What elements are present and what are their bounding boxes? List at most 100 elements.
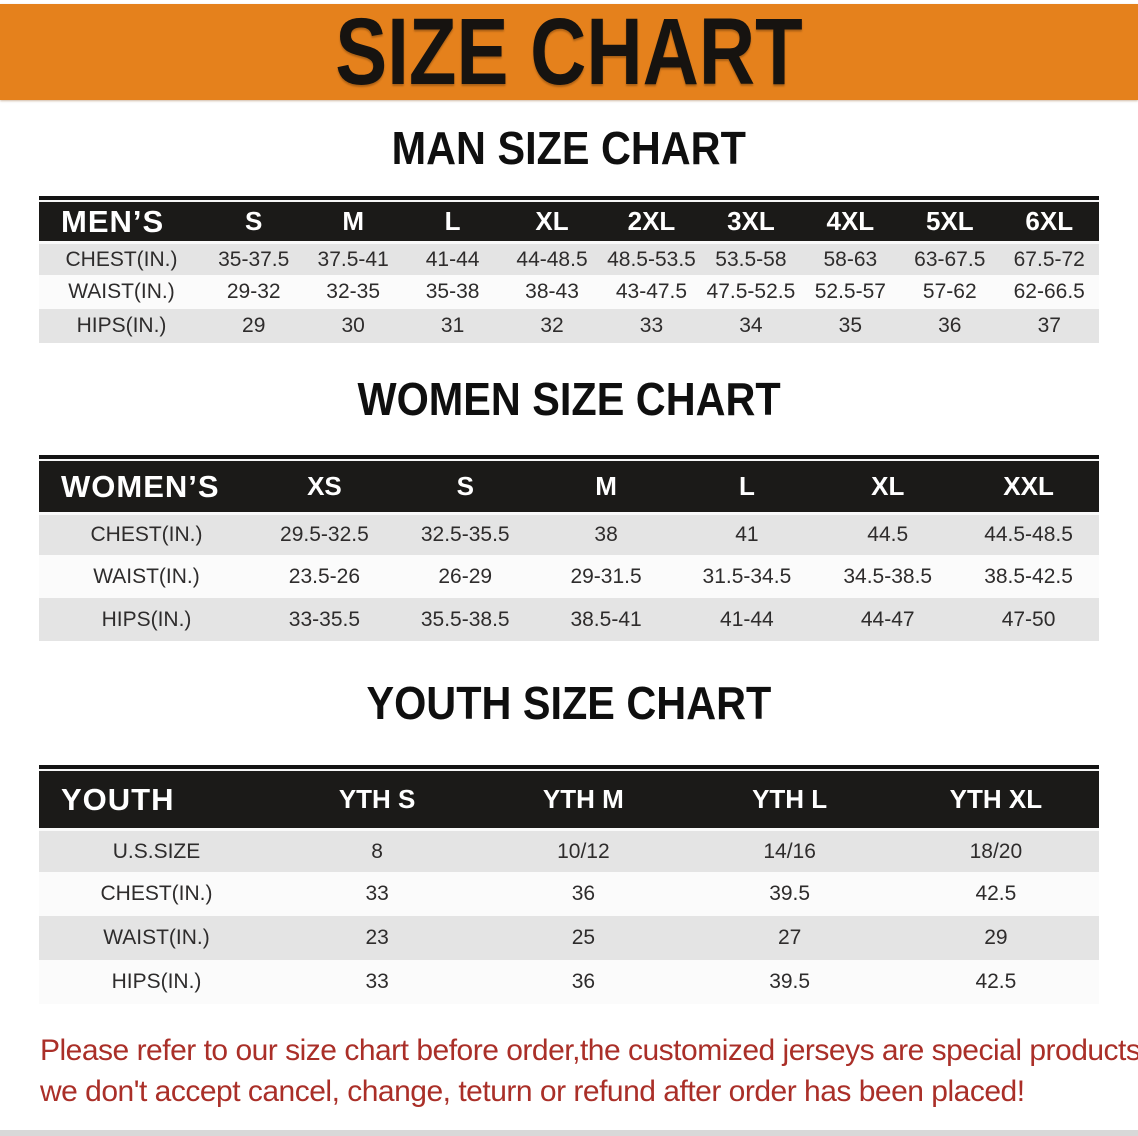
size-value-cell: 57-62 (922, 280, 977, 303)
measure-row-label: U.S.SIZE (39, 828, 274, 872)
size-value-cell: 35-38 (425, 280, 480, 303)
measure-row-label: HIPS(IN.) (76, 314, 167, 337)
women-section-title-text: WOMEN SIZE CHART (357, 373, 781, 425)
size-column-header: XS (254, 459, 395, 512)
size-value-cell: 31 (440, 314, 465, 337)
size-column-header: M (303, 200, 403, 241)
size-column-header: S (204, 200, 304, 241)
measure-row-label: WAIST(IN.) (93, 564, 200, 588)
youth-section: YOUTH SIZE CHART YOUTH YTH S YTH M YTH L YTH… (0, 641, 1138, 1004)
table-corner-label: WOMEN’S (39, 459, 254, 512)
size-value-cell: 43-47.5 (615, 280, 688, 303)
banner: SIZE CHART (0, 4, 1138, 100)
size-column-header: L (402, 200, 503, 241)
size-value-cell: 41 (676, 512, 818, 555)
table-row: WAIST(IN.) 23 25 27 29 (39, 916, 1099, 960)
table-row: HIPS(IN.) 33 36 39.5 42.5 (39, 960, 1099, 1004)
size-chart-page: { "banner": { "title": "SIZE CHART" }, "… (0, 4, 1138, 1136)
youth-table-header: YOUTH YTH S YTH M YTH L YTH XL (39, 769, 1099, 828)
table-row: WAIST(IN.) 23.5-26 26-29 29-31.5 31.5-34.5 34… (39, 555, 1099, 598)
size-value-cell: 48.5-53.5 (601, 241, 702, 275)
size-value-cell: 29.5-32.5 (254, 512, 395, 555)
table-row: WAIST(IN.) 29-32 32-35 35-38 38-43 43-47.5 47.… (39, 275, 1099, 309)
table-row: CHEST(IN.) 35-37.5 37.5-41 41-44 44-48.5 48.5… (39, 241, 1099, 275)
women-table-body: CHEST(IN.) 29.5-32.5 32.5-35.5 38 41 44.5 44.5… (39, 512, 1099, 641)
table-corner-label: YOUTH (39, 769, 274, 828)
size-value-cell: 10/12 (480, 828, 687, 872)
header-row: WOMEN’S XS S M L XL XXL (39, 459, 1099, 512)
page-title: SIZE CHART (335, 0, 803, 105)
page: SIZE CHART MAN SIZE CHART MEN’S S M L XL 2XL 3… (0, 4, 1138, 1136)
size-value-cell: 52.5-57 (814, 280, 886, 303)
size-value-cell: 42.5 (975, 970, 1017, 993)
size-value-cell: 38-43 (525, 280, 579, 303)
size-value-cell: 33-35.5 (288, 607, 361, 631)
size-value-cell: 37 (1037, 314, 1061, 337)
youth-section-title-text: YOUTH SIZE CHART (366, 677, 772, 729)
table-row: CHEST(IN.) 29.5-32.5 32.5-35.5 38 41 44.5 44.5… (39, 512, 1099, 555)
size-column-header: YTH M (480, 769, 687, 828)
measure-row-label: HIPS(IN.) (101, 607, 192, 631)
size-value-cell: 18/20 (892, 828, 1099, 872)
table-row: HIPS(IN.) 29 30 31 32 33 34 35 36 37 (39, 309, 1099, 343)
youth-section-title: YOUTH SIZE CHART (0, 641, 1138, 765)
size-value-cell: 44.5-48.5 (958, 512, 1099, 555)
size-column-header: 2XL (601, 200, 702, 241)
size-value-cell: 36 (571, 970, 596, 993)
size-column-header: 5XL (900, 200, 1000, 241)
disclaimer-line-1: Please refer to our size chart before or… (40, 1034, 1138, 1067)
size-value-cell: 36 (571, 882, 596, 905)
size-value-cell: 23 (365, 926, 389, 949)
men-table-body: CHEST(IN.) 35-37.5 37.5-41 41-44 44-48.5 48.5… (39, 241, 1099, 343)
table-corner-label: MEN’S (39, 200, 204, 241)
men-table-header: MEN’S S M L XL 2XL 3XL 4XL 5XL 6XL (39, 200, 1099, 241)
women-section: WOMEN SIZE CHART WOMEN’S XS S M L XL XXL CHEST… (0, 343, 1138, 641)
size-value-cell: 41-44 (720, 607, 774, 631)
size-value-cell: 39.5 (769, 970, 811, 993)
size-value-cell: 29 (984, 926, 1008, 949)
size-value-cell: 63-67.5 (900, 241, 1000, 275)
size-value-cell: 23.5-26 (288, 564, 361, 588)
size-value-cell: 42.5 (975, 882, 1017, 905)
women-size-table: WOMEN’S XS S M L XL XXL CHEST(IN.) 29.5-32.5 32.… (39, 455, 1099, 641)
size-value-cell: 31.5-34.5 (702, 564, 792, 588)
disclaimer: Please refer to our size chart before or… (40, 1030, 1138, 1112)
size-value-cell: 29-31.5 (570, 564, 642, 588)
measure-row-label: CHEST(IN.) (39, 512, 254, 555)
size-column-header: XL (817, 459, 959, 512)
size-value-cell: 44.5 (817, 512, 959, 555)
size-value-cell: 32.5-35.5 (394, 512, 536, 555)
size-value-cell: 30 (341, 314, 365, 337)
size-value-cell: 35-37.5 (204, 241, 304, 275)
size-value-cell: 47-50 (1001, 607, 1056, 631)
size-value-cell: 32-35 (326, 280, 381, 303)
men-size-table: MEN’S S M L XL 2XL 3XL 4XL 5XL 6XL CHEST(IN.) 35-3… (39, 196, 1099, 343)
size-value-cell: 67.5-72 (999, 241, 1099, 275)
size-column-header: XXL (958, 459, 1099, 512)
youth-table-body: U.S.SIZE 8 10/12 14/16 18/20 CHEST(IN.) 33 36 39… (39, 828, 1099, 1004)
men-section-title: MAN SIZE CHART (0, 100, 1138, 196)
size-value-cell: 37.5-41 (303, 241, 403, 275)
size-column-header: S (394, 459, 536, 512)
table-row: HIPS(IN.) 33-35.5 35.5-38.5 38.5-41 41-44 44-… (39, 598, 1099, 641)
size-value-cell: 27 (777, 926, 802, 949)
size-value-cell: 14/16 (686, 828, 893, 872)
size-value-cell: 8 (274, 828, 481, 872)
size-value-cell: 33 (365, 882, 389, 905)
youth-size-table: YOUTH YTH S YTH M YTH L YTH XL U.S.SIZE 8 10/1… (39, 765, 1099, 1004)
size-value-cell: 41-44 (402, 241, 503, 275)
measure-row-label: CHEST(IN.) (100, 882, 213, 905)
size-value-cell: 38.5-42.5 (984, 564, 1073, 588)
header-row: YOUTH YTH S YTH M YTH L YTH XL (39, 769, 1099, 828)
size-value-cell: 35.5-38.5 (420, 607, 510, 631)
size-value-cell: 29 (242, 314, 266, 337)
size-value-cell: 36 (938, 314, 962, 337)
size-column-header: M (535, 459, 677, 512)
measure-row-label: HIPS(IN.) (111, 970, 202, 993)
size-column-header: YTH XL (892, 769, 1099, 828)
header-row: MEN’S S M L XL 2XL 3XL 4XL 5XL 6XL (39, 200, 1099, 241)
men-section: MAN SIZE CHART MEN’S S M L XL 2XL 3XL 4XL 5XL 6XL… (0, 100, 1138, 343)
size-value-cell: 38.5-41 (570, 607, 642, 631)
size-value-cell: 26-29 (438, 564, 493, 588)
size-column-header: 3XL (701, 200, 801, 241)
